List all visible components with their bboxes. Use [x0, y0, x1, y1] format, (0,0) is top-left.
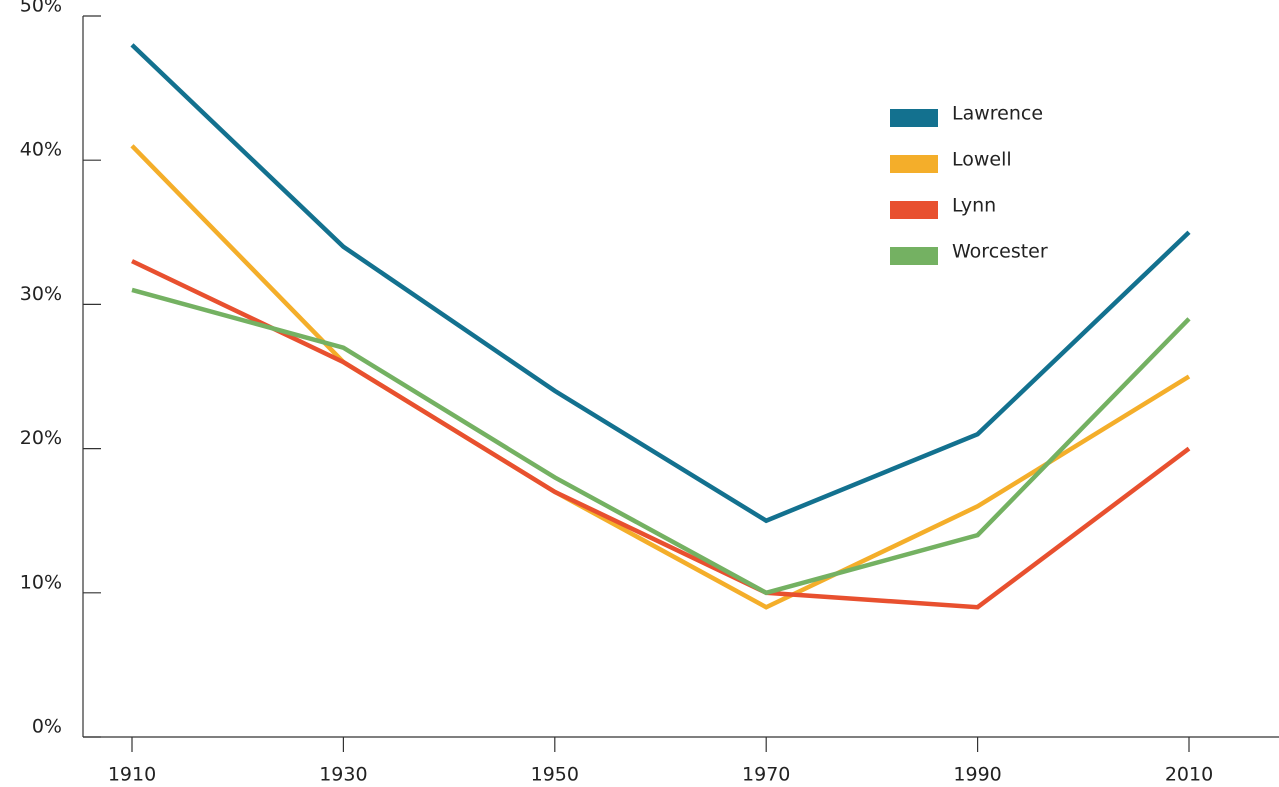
legend-swatch	[890, 155, 938, 173]
legend-swatch	[890, 247, 938, 265]
x-tick-label: 1910	[108, 764, 156, 786]
y-tick-label: 30%	[20, 283, 62, 305]
legend-swatch	[890, 109, 938, 127]
legend-label: Lowell	[952, 149, 1012, 171]
series-line	[130, 43, 1191, 524]
y-tick-label: 50%	[20, 0, 62, 17]
x-tick-label: 1930	[319, 764, 367, 786]
legend-swatch	[890, 201, 938, 219]
legend-label: Lynn	[952, 195, 996, 217]
series-line	[131, 259, 1191, 610]
x-tick-label: 1990	[953, 764, 1001, 786]
legend-label: Lawrence	[952, 103, 1043, 125]
series-line	[131, 287, 1191, 596]
x-tick-label: 1950	[531, 764, 579, 786]
y-tick-label: 40%	[20, 139, 62, 161]
y-tick-label: 20%	[20, 427, 62, 449]
series-line	[130, 144, 1191, 610]
legend-label: Worcester	[952, 241, 1048, 263]
y-tick-label: 0%	[32, 716, 62, 738]
y-tick-label: 10%	[20, 571, 62, 593]
x-tick-label: 1970	[742, 764, 790, 786]
x-tick-label: 2010	[1165, 764, 1213, 786]
